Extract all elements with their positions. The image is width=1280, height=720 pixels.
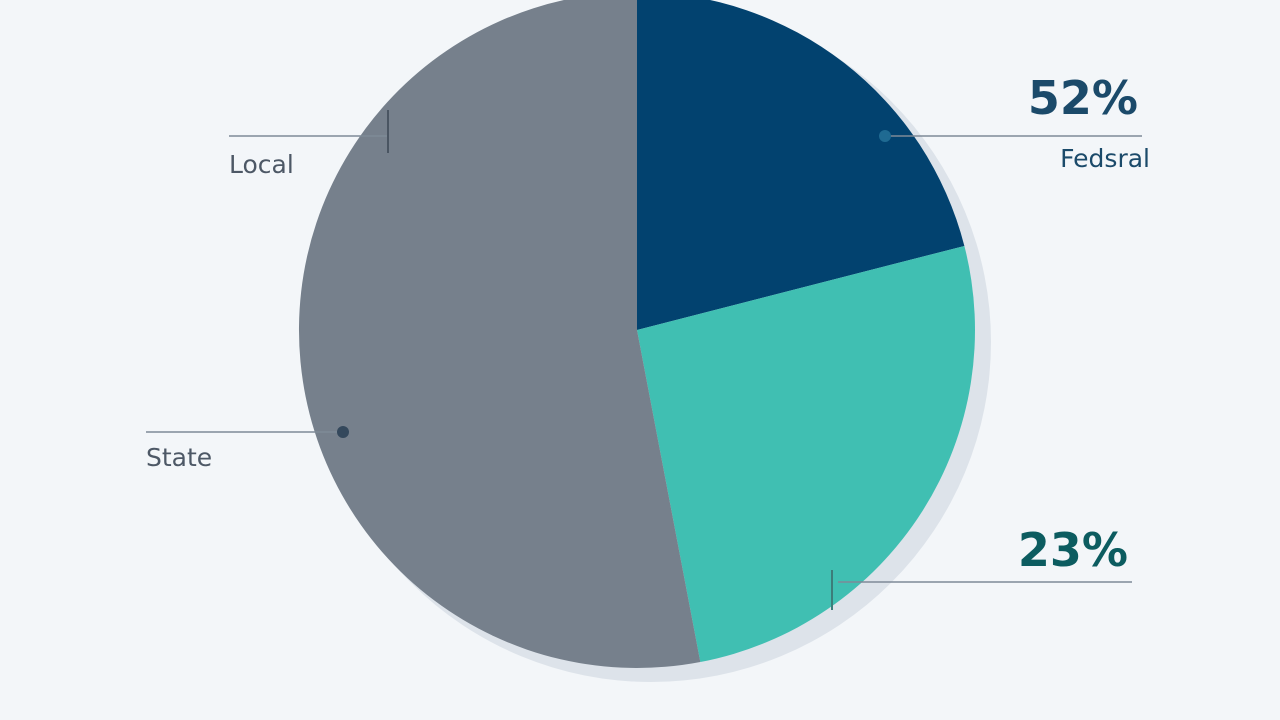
pie-slice-teal [637, 245, 975, 663]
federal-label: Fedsral [1060, 144, 1150, 173]
leader-lines [146, 110, 1142, 610]
federal-marker-dot [879, 130, 891, 142]
state-label: State [146, 443, 212, 472]
state-marker-dot [337, 426, 349, 438]
pie-slice-grey [298, 0, 701, 668]
pie-slice-federal [637, 0, 965, 330]
pie-slices [298, 0, 975, 668]
federal-percent-label: 52% [1028, 71, 1138, 125]
local-label: Local [229, 150, 294, 179]
teal-percent-label: 23% [1018, 523, 1128, 577]
